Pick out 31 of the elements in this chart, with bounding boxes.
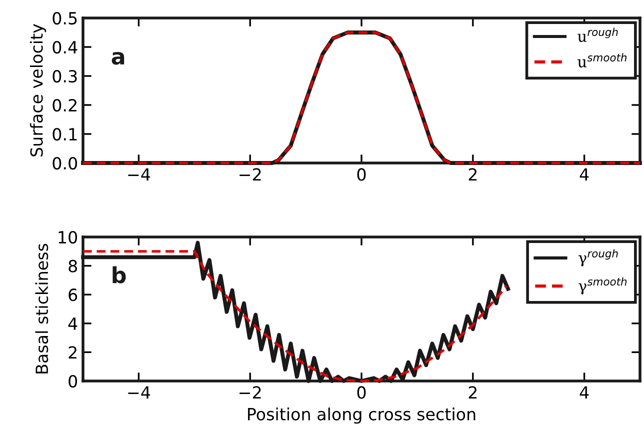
y-tick-label: 0.1: [52, 128, 77, 141]
y-tick-label: 8: [68, 260, 77, 272]
x-tick-label: −4: [128, 386, 150, 399]
x-tick-label: 4: [580, 386, 589, 399]
x-tick-label: −2: [240, 386, 261, 399]
x-tick-label: 2: [468, 386, 477, 399]
legend-label: u$^{rough}$: [578, 28, 618, 42]
legend-label: u$^{smooth}$: [578, 53, 627, 68]
y-tick-label: 6: [68, 288, 78, 302]
annotation: a: [112, 52, 124, 65]
annotation: b: [112, 266, 126, 284]
x-tick-label: 0: [357, 168, 366, 181]
x-tick-label: 0: [357, 386, 366, 399]
x-tick-label: 4: [580, 168, 589, 181]
x-axis-title: Position along cross section: [248, 408, 476, 424]
y-tick-label: 0.2: [52, 98, 76, 112]
y-tick-label: 10: [58, 230, 78, 244]
x-tick-label: 2: [468, 168, 477, 181]
legend-label: γ$^{rough}$: [578, 249, 618, 266]
y-axis-title: Surface velocity: [30, 24, 46, 156]
x-tick-label: −4: [128, 168, 150, 181]
y-tick-label: 0: [68, 374, 78, 388]
y-tick-label: 0.5: [52, 12, 77, 25]
y-tick-label: 4: [68, 318, 78, 330]
y-tick-label: 0.0: [52, 156, 78, 170]
y-tick-label: 2: [68, 346, 76, 359]
legend-label: γ$^{smooth}$: [578, 277, 627, 295]
y-axis-title: Basal stickiness: [35, 244, 48, 374]
x-tick-label: −2: [240, 168, 261, 181]
y-tick-label: 0.3: [52, 70, 77, 83]
y-tick-label: 0.4: [52, 40, 78, 54]
